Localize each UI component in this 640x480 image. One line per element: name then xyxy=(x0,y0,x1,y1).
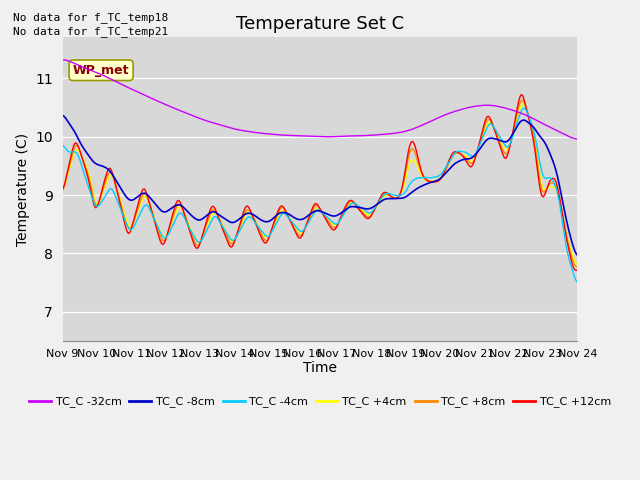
Legend: TC_C -32cm, TC_C -8cm, TC_C -4cm, TC_C +4cm, TC_C +8cm, TC_C +12cm: TC_C -32cm, TC_C -8cm, TC_C -4cm, TC_C +… xyxy=(24,392,616,412)
Text: No data for f_TC_temp21: No data for f_TC_temp21 xyxy=(13,26,168,37)
Text: WP_met: WP_met xyxy=(73,64,129,77)
X-axis label: Time: Time xyxy=(303,361,337,375)
Y-axis label: Temperature (C): Temperature (C) xyxy=(15,132,29,246)
Title: Temperature Set C: Temperature Set C xyxy=(236,15,404,33)
Text: No data for f_TC_temp18: No data for f_TC_temp18 xyxy=(13,12,168,23)
